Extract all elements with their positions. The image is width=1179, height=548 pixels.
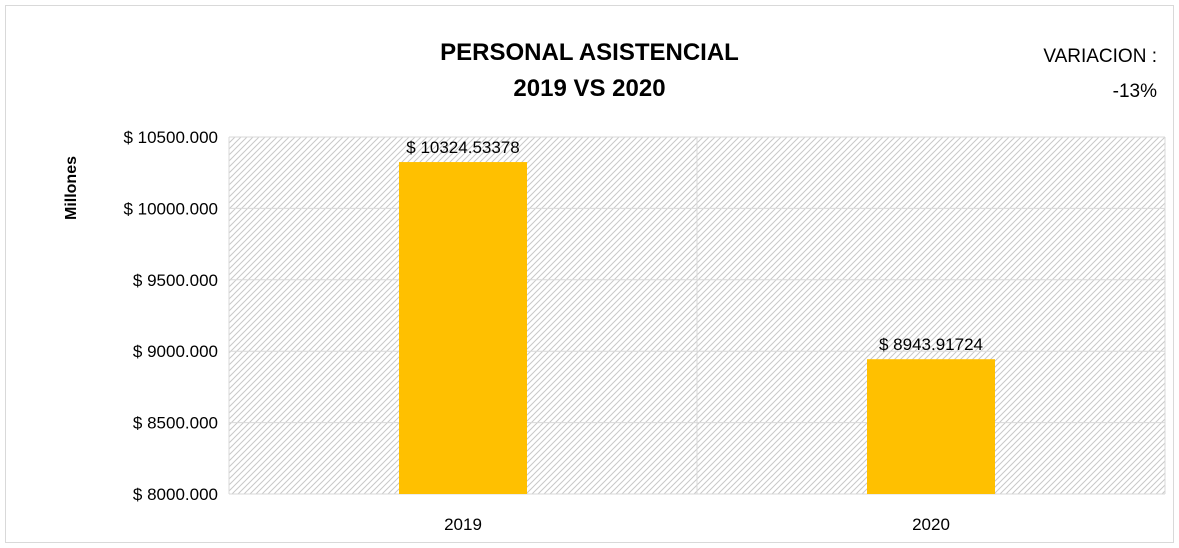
bar-2020: [867, 359, 995, 494]
chart-title-line1: PERSONAL ASISTENCIAL: [440, 39, 739, 66]
y-tick-label: $ 9500.000: [133, 271, 218, 290]
y-tick-label: $ 8000.000: [133, 485, 218, 504]
bars: [399, 162, 995, 494]
y-tick-label: $ 10500.000: [123, 128, 218, 147]
y-tick-label: $ 10000.000: [123, 199, 218, 218]
y-axis-label: Millones: [63, 156, 80, 220]
x-tick-label-2020: 2020: [912, 515, 950, 534]
data-label-2019: $ 10324.53378: [406, 138, 519, 157]
y-tick-label: $ 9000.000: [133, 342, 218, 361]
gridlines: [228, 136, 1166, 495]
chart-frame: [5, 5, 1174, 543]
variation-value: -13%: [1112, 81, 1157, 102]
bar-2019: [399, 162, 527, 494]
y-tick-label: $ 8500.000: [133, 414, 218, 433]
data-label-2020: $ 8943.91724: [879, 335, 983, 354]
x-tick-label-2019: 2019: [444, 515, 482, 534]
chart-title-line2: 2019 VS 2020: [513, 75, 666, 102]
variation-label: VARIACION :: [1043, 46, 1157, 67]
labels: $ 8000.000 $ 8500.000 $ 9000.000 $ 9500.000…: [123, 128, 983, 534]
